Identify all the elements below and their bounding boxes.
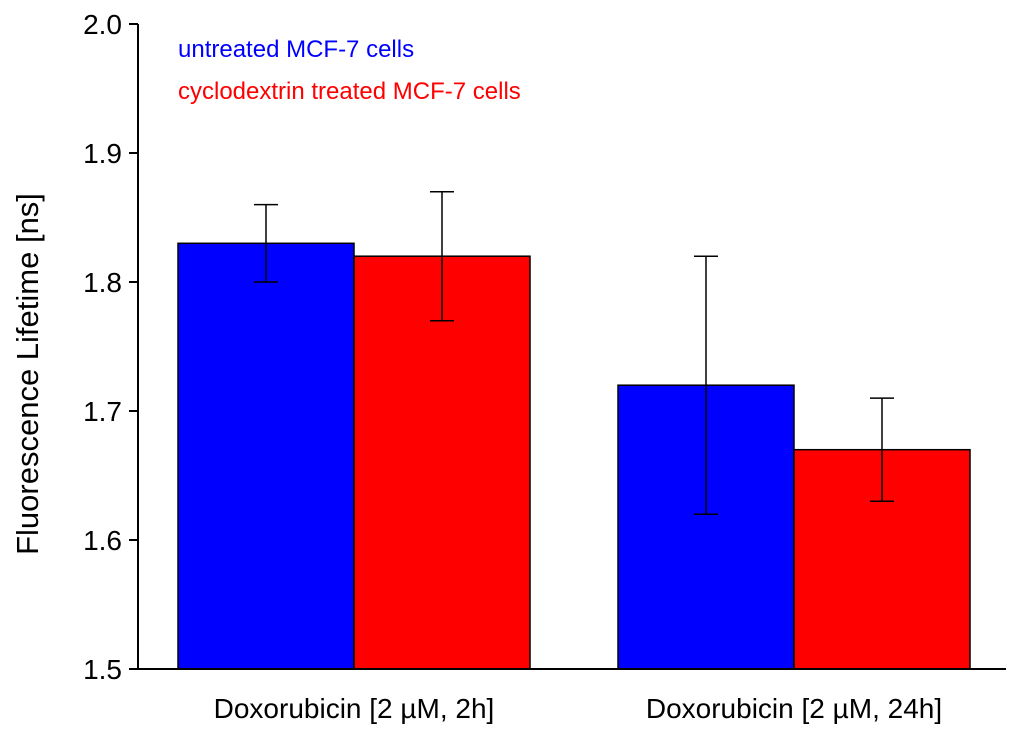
y-tick-label: 1.9 [83,138,122,169]
y-tick-label: 1.7 [83,396,122,427]
y-tick-label: 2.0 [83,9,122,40]
y-ticks: 1.5 1.6 1.7 1.8 1.9 2.0 [83,9,138,685]
error-bar-cyclodextrin-1 [870,397,894,503]
bars-layer [177,242,971,670]
error-bar-cyclodextrin-0 [430,190,454,322]
x-tick-label: Doxorubicin [2 µM, 24h] [646,693,942,724]
bar-untreated-0 [177,242,355,670]
legend: untreated MCF-7 cells cyclodextrin treate… [178,36,521,105]
error-bars-layer [254,190,894,515]
x-tick-labels: Doxorubicin [2 µM, 2h] Doxorubicin [2 µM,… [214,693,942,724]
legend-entry-untreated: untreated MCF-7 cells [178,36,414,63]
y-tick-label: 1.8 [83,267,122,298]
y-axis-title: Fluorescence Lifetime [ns] [10,193,45,555]
error-bar-untreated-1 [694,255,718,515]
y-tick-label: 1.6 [83,525,122,556]
bar-cyclodextrin-0 [353,255,531,670]
error-bar-untreated-0 [254,203,278,283]
x-tick-label: Doxorubicin [2 µM, 2h] [214,693,495,724]
axes [137,24,1006,670]
legend-entry-cyclodextrin: cyclodextrin treated MCF-7 cells [178,78,521,105]
y-tick-label: 1.5 [83,654,122,685]
